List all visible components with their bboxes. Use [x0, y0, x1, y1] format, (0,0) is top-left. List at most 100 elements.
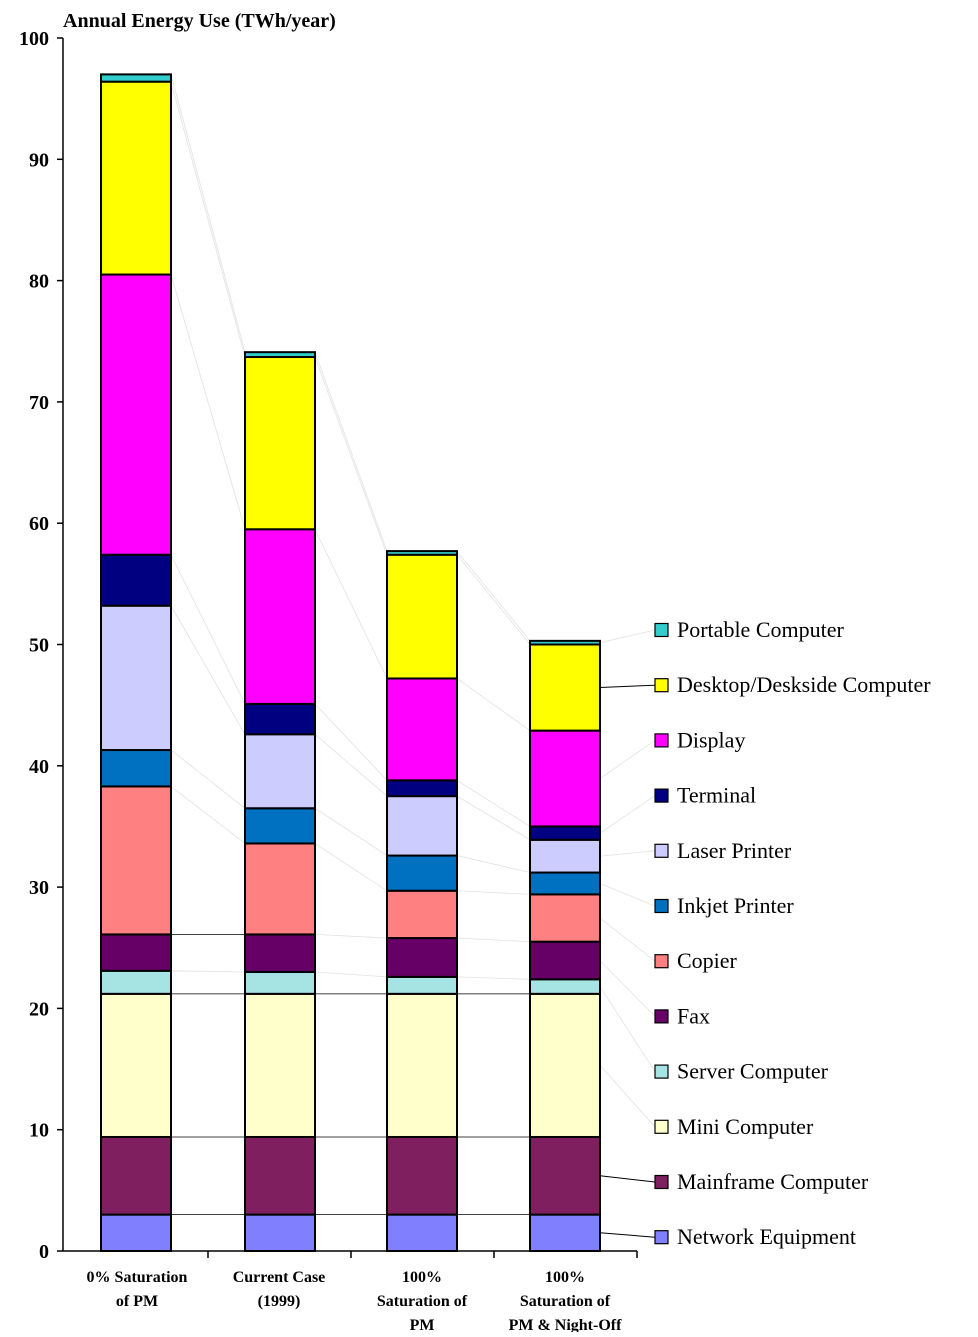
connector-terminal-2: [456, 780, 531, 827]
connector-server-computer-0: [170, 970, 246, 973]
legend-swatch-mini-computer: [654, 1119, 669, 1134]
bar-desktop-deskside-computer-0: [100, 80, 172, 276]
connector-server-computer-2: [456, 976, 531, 980]
bar-terminal-1: [244, 702, 316, 736]
legend-label-mainframe-computer: Mainframe Computer: [677, 1169, 869, 1194]
connector-copier-0: [170, 786, 246, 844]
bar-copier-3: [529, 893, 601, 943]
y-tick-label-10: 10: [29, 1120, 49, 1142]
bar-server-computer-1: [244, 971, 316, 995]
connector-display-1: [314, 529, 388, 679]
legend-label-fax: Fax: [677, 1003, 710, 1028]
bars: [100, 73, 601, 1252]
connector-fax-2: [456, 937, 531, 943]
bar-copier-1: [244, 842, 316, 936]
y-tick-label-40: 40: [29, 756, 49, 778]
connector-inkjet-printer-2: [456, 855, 531, 873]
bar-mini-computer-2: [386, 992, 458, 1138]
y-tick-label-0: 0: [39, 1241, 49, 1263]
y-tick-label-20: 20: [29, 998, 49, 1020]
leader-line-terminal: [599, 795, 656, 834]
bar-terminal-0: [100, 553, 172, 607]
leader-line-mainframe-computer: [599, 1175, 656, 1183]
legend-label-portable-computer: Portable Computer: [677, 617, 844, 642]
bar-laser-printer-3: [529, 838, 601, 874]
connector-laser-printer-0: [170, 605, 246, 735]
bar-laser-printer-1: [244, 733, 316, 810]
bar-copier-0: [100, 785, 172, 936]
bar-inkjet-printer-2: [386, 854, 458, 892]
leader-line-mini-computer: [599, 1065, 656, 1128]
bar-desktop-deskside-computer-3: [529, 643, 601, 732]
connector-desktop-deskside-computer-1: [314, 356, 388, 555]
bar-laser-printer-0: [100, 604, 172, 752]
legend-label-desktop-deskside-computer: Desktop/Deskside Computer: [677, 672, 931, 697]
leader-line-server-computer: [599, 986, 656, 1072]
connector-laser-printer-1: [314, 733, 388, 797]
bar-mainframe-computer-1: [244, 1135, 316, 1216]
leader-line-display: [599, 740, 656, 779]
connector-laser-printer-2: [456, 795, 531, 841]
connector-desktop-deskside-computer-0: [170, 81, 246, 358]
connector-server-computer-1: [314, 971, 388, 978]
bar-portable-computer-1: [244, 351, 316, 359]
bar-display-0: [100, 273, 172, 556]
leader-line-inkjet-printer: [599, 883, 656, 907]
legend-swatch-network-equipment: [654, 1230, 669, 1245]
bar-mainframe-computer-0: [100, 1135, 172, 1216]
legend-label-mini-computer: Mini Computer: [677, 1114, 814, 1139]
bar-terminal-3: [529, 825, 601, 841]
connector-fax-1: [314, 934, 388, 939]
bar-mini-computer-3: [529, 992, 601, 1138]
y-tick-label-80: 80: [29, 271, 49, 293]
bar-portable-computer-0: [100, 73, 172, 83]
connector-display-2: [456, 678, 531, 731]
y-tick-label-60: 60: [29, 513, 49, 535]
legend-swatch-mainframe-computer: [654, 1174, 669, 1190]
bar-fax-0: [100, 933, 172, 972]
legend-swatch-inkjet-printer: [654, 898, 669, 914]
leader-line-network-equipment: [599, 1232, 656, 1238]
axes: 0 10 20 30 40 50 60 70 80 90 100 0% Saturation of PM…: [19, 28, 638, 1334]
legend-swatch-copier: [654, 954, 669, 969]
legend-label-network-equipment: Network Equipment: [677, 1224, 856, 1249]
connector-portable-computer-1: [314, 352, 388, 552]
legend-label-copier: Copier: [677, 948, 738, 973]
bar-desktop-deskside-computer-2: [386, 553, 458, 680]
bar-mini-computer-1: [244, 992, 316, 1138]
x-category-label-1: Current Case (1999): [233, 1269, 326, 1310]
connector-lines: [170, 74, 656, 1238]
y-tick-label-90: 90: [29, 149, 49, 171]
bar-portable-computer-3: [529, 639, 601, 646]
legend-label-server-computer: Server Computer: [677, 1059, 829, 1084]
bar-desktop-deskside-computer-1: [244, 356, 316, 531]
bar-display-1: [244, 528, 316, 705]
bar-copier-2: [386, 889, 458, 940]
legend-label-terminal: Terminal: [677, 783, 756, 808]
legend-swatch-laser-printer: [654, 843, 669, 858]
bar-fax-3: [529, 940, 601, 981]
x-category-label-2: 100% Saturation of PM: [377, 1269, 468, 1332]
x-category-label-3: 100% Saturation of PM & Night-Off: [509, 1269, 623, 1332]
legend-swatch-terminal: [654, 788, 669, 803]
y-tick-label-70: 70: [29, 392, 49, 414]
bar-display-2: [386, 677, 458, 782]
legend-swatch-display: [654, 733, 669, 748]
connector-copier-2: [456, 890, 531, 895]
leader-line-portable-computer: [599, 629, 656, 644]
connector-desktop-deskside-computer-2: [456, 554, 531, 645]
bar-network-equipment-1: [244, 1213, 316, 1252]
bar-laser-printer-2: [386, 795, 458, 857]
leader-line-desktop-deskside-computer: [599, 684, 656, 689]
leader-line-copier: [599, 917, 656, 962]
legend-swatch-fax: [654, 1009, 669, 1024]
connector-copier-1: [314, 843, 388, 892]
bar-inkjet-printer-3: [529, 871, 601, 896]
bar-mainframe-computer-2: [386, 1135, 458, 1216]
bar-fax-1: [244, 933, 316, 974]
y-tick-label-30: 30: [29, 877, 49, 899]
legend-swatch-portable-computer: [654, 622, 669, 638]
bar-server-computer-0: [100, 969, 172, 995]
